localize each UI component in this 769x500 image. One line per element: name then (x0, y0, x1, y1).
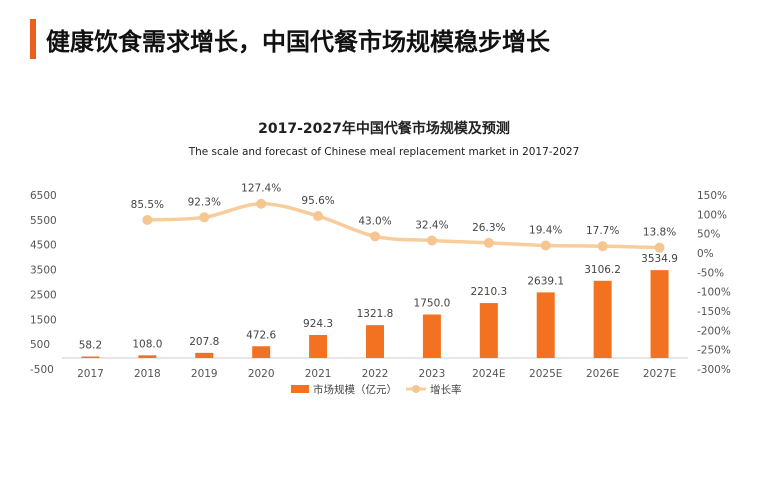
growth-point (426, 235, 437, 246)
bar-value-label: 108.0 (132, 338, 162, 350)
x-tick-label: 2019 (191, 368, 218, 380)
legend-bar-swatch (291, 385, 309, 393)
growth-value-label: 26.3% (472, 222, 505, 234)
bar (309, 335, 328, 358)
right-axis: 150% 100% 50% 0% -50% -100% -150% -200% -250% -30… (697, 190, 731, 376)
growth-value-label: 127.4% (241, 183, 281, 195)
bar-value-label: 58.2 (79, 340, 102, 352)
right-tick-label: -100% (697, 287, 731, 299)
left-axis: 6500 5500 4500 3500 2500 1500 500 -500 (30, 190, 57, 376)
right-tick-label: 0% (697, 248, 714, 260)
bar-value-label: 207.8 (189, 336, 219, 348)
growth-point (483, 237, 494, 248)
growth-point (370, 231, 380, 242)
left-tick-label: 3500 (30, 265, 57, 277)
left-tick-label: 4500 (30, 240, 57, 252)
growth-point (313, 211, 324, 222)
x-axis: 2017 2018 2019 2020 2021 2022 2023 2024E 2025E 20… (77, 368, 676, 380)
growth-value-label: 92.3% (188, 196, 221, 208)
x-tick-label: 2026E (586, 368, 619, 380)
bar (81, 356, 100, 358)
x-tick-label: 2018 (134, 368, 161, 380)
bar-labels: 58.2 108.0 207.8 472.6 924.3 1321.8 1750.0 2210… (79, 253, 678, 351)
growth-value-label: 19.4% (529, 224, 562, 236)
legend-bar-label: 市场规模（亿元） (313, 383, 397, 396)
legend: 市场规模（亿元） 增长率 (291, 383, 462, 396)
page-title: 健康饮食需求增长，中国代餐市场规模稳步增长 (46, 27, 550, 56)
bar (138, 355, 157, 358)
right-tick-label: -50% (697, 267, 724, 279)
growth-point (654, 242, 665, 253)
chart-subtitle: The scale and forecast of Chinese meal r… (188, 146, 580, 158)
growth-value-label: 43.0% (358, 215, 391, 227)
x-tick-label: 2022 (362, 368, 389, 380)
left-tick-label: -500 (30, 364, 54, 376)
right-tick-label: -150% (697, 306, 731, 318)
growth-point (256, 198, 267, 209)
growth-point (199, 212, 210, 223)
bar (422, 314, 441, 358)
bar (252, 346, 271, 358)
growth-line (147, 201, 660, 250)
header-accent-bar (30, 19, 36, 59)
right-tick-label: -250% (697, 345, 731, 357)
bar-value-label: 1750.0 (414, 298, 451, 310)
x-tick-label: 2020 (248, 368, 275, 380)
bar-value-label: 2210.3 (470, 286, 507, 298)
growth-point (597, 241, 608, 252)
page-header: 健康饮食需求增长，中国代餐市场规模稳步增长 (30, 18, 550, 60)
x-tick-label: 2024E (472, 368, 505, 380)
right-tick-label: -200% (697, 325, 731, 337)
growth-line-series: 85.5% 92.3% 127.4% 95.6% 43.0% 32.4% 26.3% 19.4… (131, 183, 676, 253)
chart-title: 2017-2027年中国代餐市场规模及预测 (258, 120, 510, 137)
x-tick-label: 2017 (77, 368, 104, 380)
growth-value-label: 32.4% (415, 219, 448, 231)
x-tick-label: 2025E (529, 368, 562, 380)
bar (366, 325, 384, 358)
growth-value-label: 85.5% (131, 199, 164, 211)
bar (479, 303, 498, 358)
right-tick-label: -300% (697, 364, 731, 376)
bar-value-label: 472.6 (246, 329, 276, 341)
growth-value-label: 13.8% (643, 227, 676, 239)
growth-point (142, 214, 153, 225)
right-tick-label: 50% (697, 229, 720, 241)
growth-value-label: 17.7% (586, 225, 619, 237)
left-tick-label: 6500 (30, 190, 57, 202)
bar (593, 280, 612, 358)
right-tick-label: 150% (697, 190, 727, 202)
bar (536, 292, 555, 358)
left-tick-label: 500 (30, 339, 50, 351)
legend-line-marker (412, 385, 420, 393)
bar-value-label: 3106.2 (584, 264, 621, 276)
bar-value-label: 924.3 (303, 318, 333, 330)
left-tick-label: 2500 (30, 289, 57, 301)
growth-point (540, 240, 551, 251)
legend-line-label: 增长率 (430, 383, 462, 396)
right-tick-label: 100% (697, 209, 727, 221)
left-tick-label: 5500 (30, 215, 57, 227)
bar-value-label: 2639.1 (527, 275, 564, 287)
bar-value-label: 3534.9 (641, 253, 678, 265)
bar (195, 352, 214, 358)
growth-value-label: 95.6% (301, 195, 334, 207)
bar-series (81, 270, 669, 358)
left-tick-label: 1500 (30, 314, 57, 326)
x-tick-label: 2023 (419, 368, 446, 380)
x-tick-label: 2021 (305, 368, 332, 380)
x-tick-label: 2027E (643, 368, 676, 380)
bar-value-label: 1321.8 (357, 308, 394, 320)
bar (650, 270, 669, 358)
